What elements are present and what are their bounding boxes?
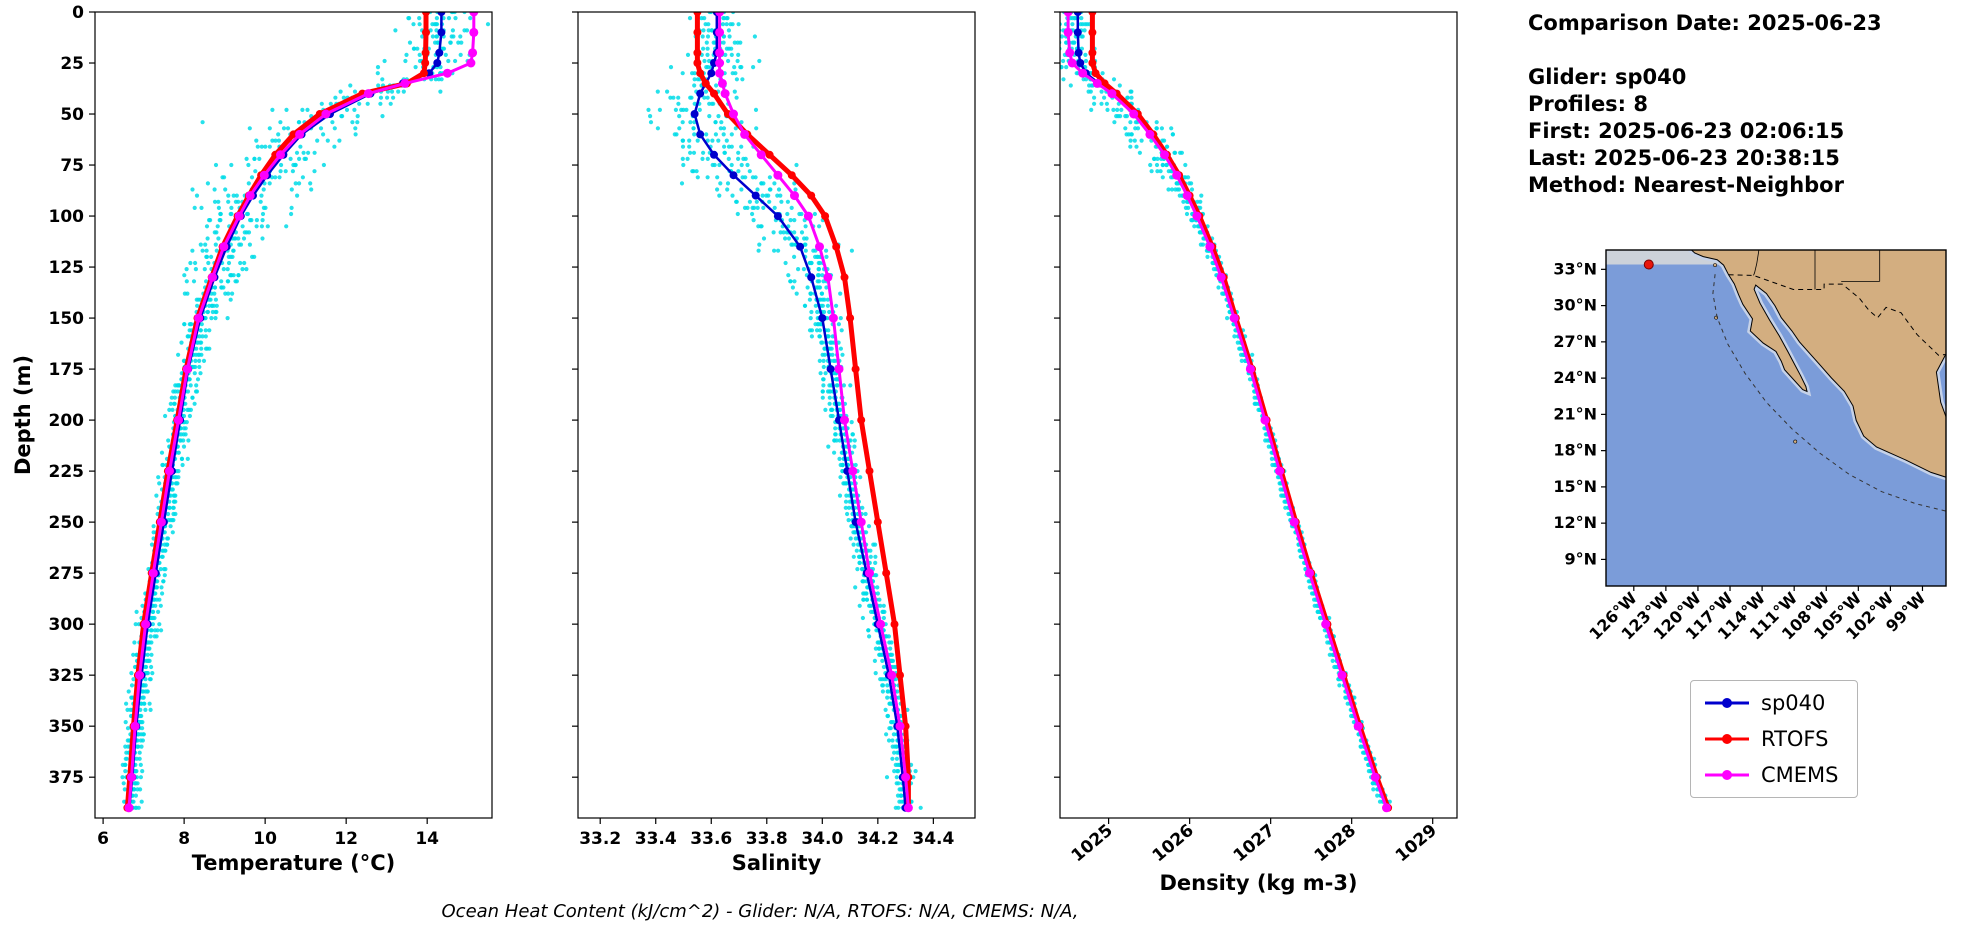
legend-line-sample-icon	[1705, 770, 1749, 780]
svg-text:33.4: 33.4	[635, 829, 677, 849]
svg-text:21°N: 21°N	[1553, 404, 1597, 423]
series-rtofs	[693, 12, 913, 812]
profile-charts: 6 8 10 12 14 0 25 50 75 100 125 150 175 200 225 250 275 3…	[11, 3, 1458, 895]
state-boundary	[1753, 250, 1760, 276]
svg-text:375: 375	[49, 768, 85, 788]
comparison-date-text: Comparison Date: 2025-06-23	[1528, 11, 1882, 35]
svg-text:50: 50	[60, 105, 84, 125]
svg-text:1026: 1026	[1149, 821, 1198, 867]
glider-name-text: Glider: sp040	[1528, 65, 1687, 89]
svg-text:14: 14	[415, 829, 439, 849]
svg-text:Depth (m): Depth (m)	[11, 355, 35, 475]
svg-text:350: 350	[49, 717, 85, 737]
glider-scatter	[1060, 12, 1392, 810]
svg-text:8: 8	[178, 829, 190, 849]
svg-text:275: 275	[49, 564, 85, 584]
svg-text:10: 10	[253, 829, 277, 849]
series-cmems	[124, 12, 479, 813]
chart-salinity: 33.2 33.4 33.6 33.8 34.0 34.2 34.4 Salinity	[572, 11, 976, 875]
glider-scatter	[646, 12, 923, 810]
svg-text:1028: 1028	[1311, 821, 1360, 867]
svg-text:1029: 1029	[1392, 821, 1441, 867]
svg-text:200: 200	[49, 411, 85, 431]
svg-text:27°N: 27°N	[1553, 332, 1597, 351]
legend-label: sp040	[1761, 691, 1826, 715]
legend-label: RTOFS	[1761, 727, 1829, 751]
location-map: 126°W123°W120°W117°W114°W111°W108°W105°W…	[1553, 249, 1947, 644]
chart-temperature-c-: 6 8 10 12 14 0 25 50 75 100 125 150 175 200 225 250 275 3…	[11, 3, 493, 875]
svg-text:325: 325	[49, 666, 85, 686]
chart-density-kg-m-3-: 1025 1026 1027 1028 1029 Density (kg m-3)	[1054, 11, 1458, 895]
svg-text:1025: 1025	[1068, 821, 1117, 867]
svg-text:250: 250	[49, 513, 85, 533]
svg-text:34.0: 34.0	[801, 829, 843, 849]
first-time-text: First: 2025-06-23 02:06:15	[1528, 119, 1845, 143]
svg-text:34.4: 34.4	[912, 829, 954, 849]
plot-area	[120, 12, 491, 813]
map-frame	[1605, 249, 1947, 587]
glider-position-marker	[1643, 259, 1654, 270]
legend-line-sample-icon	[1705, 734, 1749, 744]
series-cmems	[1063, 12, 1391, 813]
svg-text:300: 300	[49, 615, 85, 635]
svg-text:33°N: 33°N	[1553, 259, 1597, 278]
svg-text:33.8: 33.8	[746, 829, 788, 849]
method-text: Method: Nearest-Neighbor	[1528, 173, 1844, 197]
legend-item-rtofs: RTOFS	[1703, 727, 1839, 751]
svg-text:Density (kg m-3): Density (kg m-3)	[1159, 871, 1357, 895]
svg-text:30°N: 30°N	[1553, 296, 1597, 315]
offshore-boundary	[1712, 274, 1946, 512]
svg-text:15°N: 15°N	[1553, 477, 1597, 496]
profiles-count-text: Profiles: 8	[1528, 92, 1649, 116]
legend: sp040 RTOFS CMEMS	[1690, 680, 1858, 798]
svg-text:175: 175	[49, 360, 85, 380]
svg-text:125: 125	[49, 258, 85, 278]
svg-text:12: 12	[334, 829, 358, 849]
legend-label: CMEMS	[1761, 763, 1839, 787]
svg-text:0: 0	[72, 3, 84, 23]
svg-text:18°N: 18°N	[1553, 441, 1597, 460]
svg-text:9°N: 9°N	[1564, 549, 1597, 568]
island-dot	[1713, 263, 1717, 268]
svg-text:1027: 1027	[1230, 821, 1279, 867]
plot-area	[646, 12, 923, 813]
map-plot: 126°W123°W120°W117°W114°W111°W108°W105°W…	[1553, 249, 1947, 644]
svg-text:6: 6	[97, 829, 109, 849]
svg-text:25: 25	[60, 54, 84, 74]
island-dot	[1793, 439, 1798, 444]
legend-item-cmems: CMEMS	[1703, 763, 1839, 787]
svg-text:24°N: 24°N	[1553, 368, 1597, 387]
land-area	[1690, 250, 1946, 478]
plot-area	[1060, 12, 1393, 813]
ocean-heat-content-note: Ocean Heat Content (kJ/cm^2) - Glider: N…	[441, 901, 1079, 922]
legend-line-sample-icon	[1705, 698, 1749, 708]
svg-text:100: 100	[49, 207, 85, 227]
info-panel: Comparison Date: 2025-06-23 Glider: sp04…	[1528, 10, 1882, 199]
svg-text:33.2: 33.2	[579, 829, 621, 849]
last-time-text: Last: 2025-06-23 20:38:15	[1528, 146, 1840, 170]
svg-text:225: 225	[49, 462, 85, 482]
svg-text:75: 75	[60, 156, 84, 176]
us-mexico-border	[1728, 274, 1946, 356]
svg-text:150: 150	[49, 309, 85, 329]
svg-text:33.6: 33.6	[690, 829, 732, 849]
svg-text:Salinity: Salinity	[732, 851, 822, 875]
svg-text:12°N: 12°N	[1553, 513, 1597, 532]
series-cmems	[715, 12, 913, 813]
legend-item-sp040: sp040	[1703, 691, 1839, 715]
svg-text:34.2: 34.2	[857, 829, 899, 849]
svg-text:Temperature (°C): Temperature (°C)	[192, 851, 395, 875]
